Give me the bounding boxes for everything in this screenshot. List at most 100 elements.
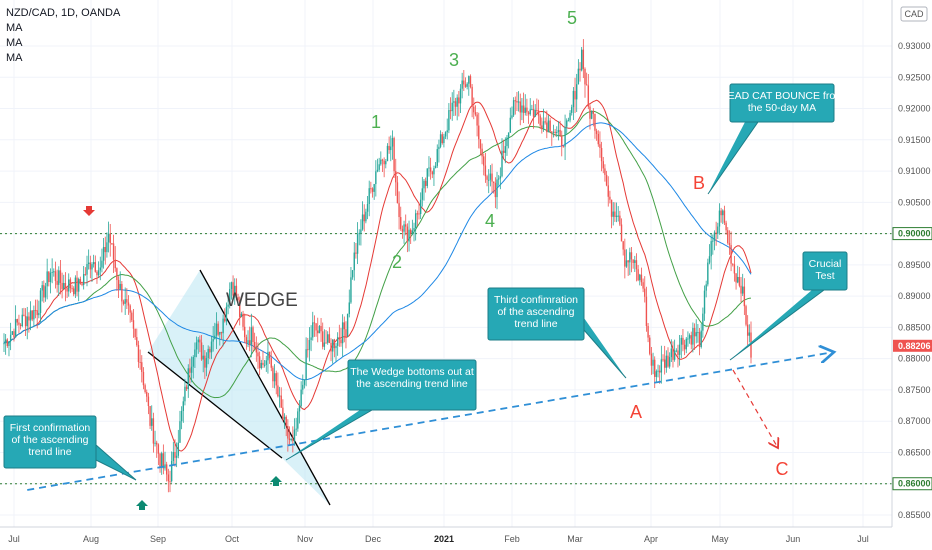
symbol-label[interactable]: NZD/CAD, 1D, OANDA (6, 7, 121, 19)
price-axis[interactable]: 0.93000 0.92500 0.92000 0.91500 0.91000 0.905… (891, 0, 932, 550)
candle-body (750, 332, 752, 358)
time-tick-label: Feb (504, 534, 520, 544)
candle-body (43, 285, 45, 298)
candle-body (227, 304, 229, 307)
price-tick-label: 0.88000 (898, 354, 931, 364)
candle-body (199, 339, 201, 343)
candle-body (690, 335, 692, 345)
candle-body (610, 199, 613, 217)
candle-body (131, 312, 133, 321)
candle-body (708, 256, 711, 263)
ma-label-2[interactable]: MA (6, 37, 23, 49)
candle-body (9, 334, 12, 342)
candle-body (723, 210, 726, 223)
candle-body (189, 368, 191, 373)
candle-body (670, 348, 673, 358)
candle-body (502, 150, 505, 153)
currency-badge[interactable] (900, 6, 928, 22)
currency-badge-label: CAD (904, 9, 924, 19)
candle-body (327, 334, 329, 343)
candle-body (423, 180, 425, 189)
price-tick-label: 0.88500 (898, 322, 931, 332)
candle-body (290, 439, 292, 441)
candle-body (644, 288, 646, 297)
candle-body (144, 385, 146, 393)
candle-body (282, 407, 284, 420)
candle-body (172, 452, 175, 461)
candle-body (584, 68, 586, 85)
price-tick-label: 0.91500 (898, 135, 931, 145)
candle-body (69, 279, 72, 289)
candle-body (625, 260, 628, 267)
candle-body (391, 138, 394, 147)
candle-body (532, 109, 535, 117)
candle-body (222, 318, 224, 334)
candle-body (212, 339, 214, 342)
candle-body (444, 132, 447, 137)
candle-body (431, 171, 433, 175)
candle-body (253, 342, 256, 349)
candle-body (595, 130, 598, 134)
ma-label-1[interactable]: MA (6, 22, 23, 34)
candle-body (703, 290, 706, 314)
candle-body (448, 110, 450, 131)
candle-body (438, 146, 440, 150)
candle-body (652, 359, 654, 366)
candle-body (179, 421, 181, 443)
candle-body (572, 90, 575, 108)
candle-body (101, 260, 103, 268)
candle-body (8, 341, 10, 347)
candle-body (695, 332, 697, 337)
candle-body (410, 229, 412, 234)
candle-body (54, 271, 57, 281)
candle-body (11, 331, 13, 335)
candle-body (685, 338, 687, 350)
time-tick-label: Jun (786, 534, 801, 544)
time-tick-label: Mar (567, 534, 583, 544)
candle-body (141, 362, 143, 372)
price-tick-label: 0.90500 (898, 197, 931, 207)
callout-line: the 50-day MA (748, 102, 816, 114)
candle-body (619, 215, 621, 225)
candle-body (728, 242, 731, 246)
candle-body (262, 362, 264, 365)
candle-body (303, 379, 306, 385)
candle-body (650, 353, 653, 366)
time-tick-label: Jul (8, 534, 20, 544)
candle-body (154, 442, 156, 444)
candle-body (557, 129, 560, 133)
candle-body (44, 286, 47, 298)
candle-body (63, 282, 65, 289)
candle-body (252, 327, 254, 343)
candle-body (323, 342, 326, 347)
ma-label-3[interactable]: MA (6, 52, 23, 64)
candle-body (529, 109, 531, 115)
candle-body (162, 453, 165, 469)
candle-body (124, 299, 126, 304)
candle-body (501, 150, 503, 177)
candle-body (257, 352, 259, 357)
candle-body (454, 101, 457, 107)
candle-body (298, 405, 301, 412)
candle-body (620, 224, 623, 242)
callout-line: First confirmation (10, 422, 91, 434)
candle-body (647, 326, 649, 338)
time-axis[interactable]: Jul Aug Sep Oct Nov Dec 2021 Feb Mar Apr May Jun Jul (0, 526, 932, 550)
time-tick-label: May (711, 534, 729, 544)
candle-body (474, 112, 477, 115)
candle-body (589, 106, 591, 119)
candle-body (672, 348, 674, 360)
candle-body (459, 88, 462, 104)
candle-body (494, 182, 497, 198)
candle-body (713, 232, 716, 241)
candle-body (507, 132, 510, 138)
candle-body (300, 389, 302, 406)
candle-body (87, 262, 90, 264)
candle-body (380, 159, 382, 165)
